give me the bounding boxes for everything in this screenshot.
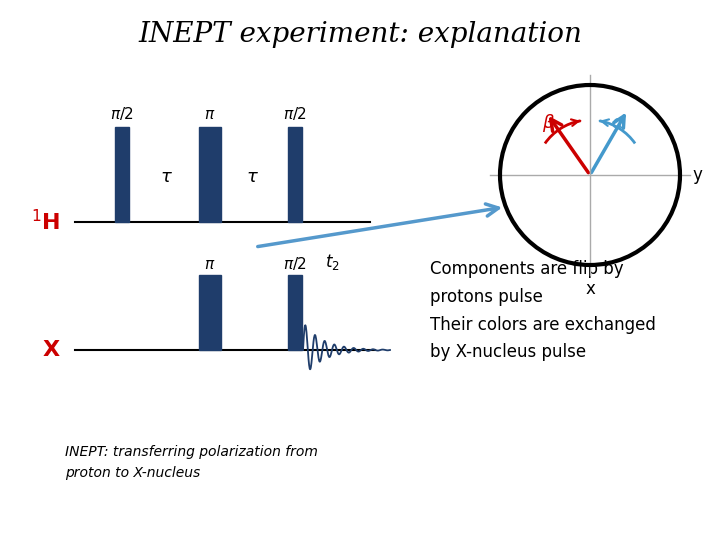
Text: Components are flip by
protons pulse
Their colors are exchanged
by X-nucleus pul: Components are flip by protons pulse The…: [430, 260, 656, 361]
Text: $\pi/2$: $\pi/2$: [283, 255, 307, 272]
Bar: [288, 127, 302, 222]
Text: $\pi$: $\pi$: [204, 257, 216, 272]
Bar: [199, 127, 221, 222]
Text: X: X: [43, 340, 60, 360]
Text: $\tau$: $\tau$: [246, 168, 258, 186]
Text: $\pi/2$: $\pi/2$: [283, 105, 307, 122]
Bar: [199, 275, 221, 350]
Bar: [288, 275, 302, 350]
Text: y: y: [692, 166, 702, 184]
Text: $^1$H: $^1$H: [31, 210, 60, 234]
Bar: [115, 127, 129, 222]
Text: $\pi/2$: $\pi/2$: [110, 105, 134, 122]
Text: $\beta$: $\beta$: [541, 112, 554, 134]
Text: $\alpha$: $\alpha$: [611, 114, 625, 132]
Text: $\pi$: $\pi$: [204, 107, 216, 122]
Text: $\tau$: $\tau$: [160, 168, 173, 186]
Text: INEPT: transferring polarization from
proton to X-nucleus: INEPT: transferring polarization from pr…: [65, 445, 318, 480]
Text: x: x: [585, 280, 595, 298]
Text: $t_2$: $t_2$: [325, 252, 340, 272]
Text: INEPT experiment: explanation: INEPT experiment: explanation: [138, 22, 582, 49]
